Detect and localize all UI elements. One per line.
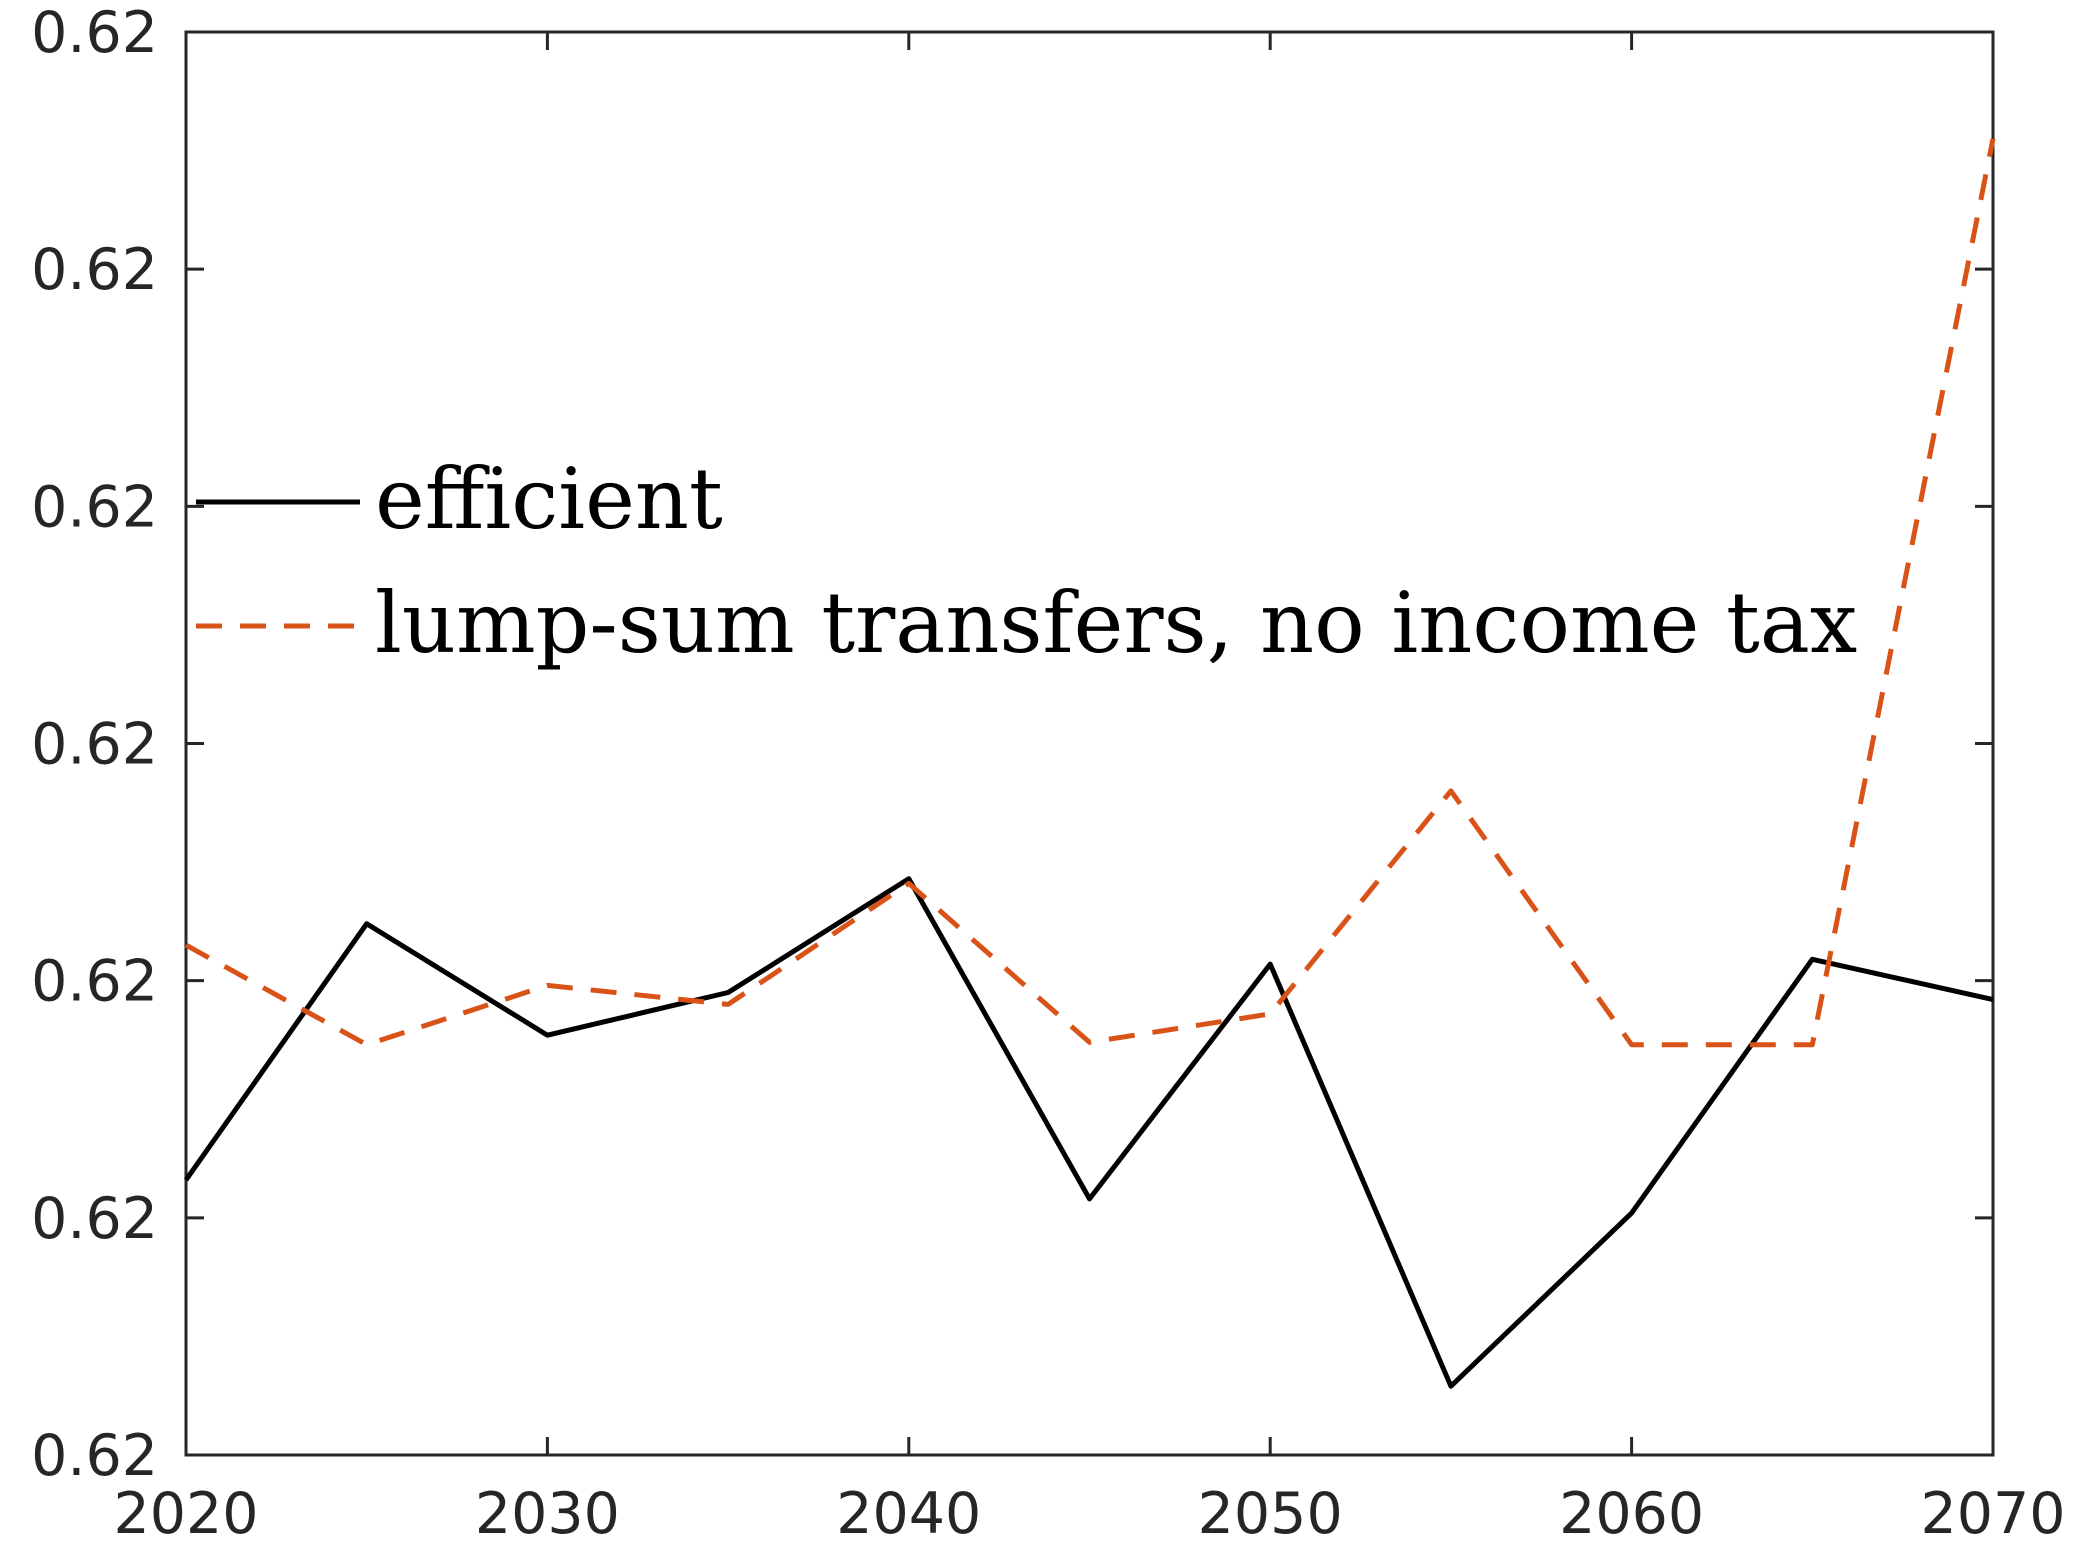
x-tick-label: 2020 bbox=[113, 1481, 258, 1547]
y-tick-label: 0.62 bbox=[31, 237, 158, 303]
y-tick-label: 0.62 bbox=[31, 474, 158, 540]
y-tick-label: 0.62 bbox=[31, 1186, 158, 1252]
y-tick-label: 0.62 bbox=[31, 0, 158, 66]
legend: efficient lump-sum transfers, no income t… bbox=[196, 450, 1857, 672]
y-tick-label: 0.62 bbox=[31, 949, 158, 1015]
axis-ticks bbox=[184, 30, 1995, 1457]
legend-label: efficient bbox=[375, 450, 723, 548]
x-tick-label: 2050 bbox=[1198, 1481, 1343, 1547]
x-tick-label: 2070 bbox=[1920, 1481, 2065, 1547]
y-tick-label: 0.62 bbox=[31, 712, 158, 778]
x-tick-label: 2060 bbox=[1559, 1481, 1704, 1547]
y-tick-label: 0.62 bbox=[31, 1423, 158, 1489]
x-tick-label: 2030 bbox=[475, 1481, 620, 1547]
x-tick-label: 2040 bbox=[836, 1481, 981, 1547]
legend-label: lump-sum transfers, no income tax bbox=[375, 574, 1857, 672]
y-axis-tick-labels: 0.62 0.62 0.62 0.62 0.62 0.62 0.62 bbox=[31, 0, 158, 1489]
x-axis-tick-labels: 2020 2030 2040 2050 2060 2070 bbox=[113, 1481, 2065, 1547]
plot-area bbox=[184, 30, 1995, 1457]
series-line-efficient bbox=[183, 876, 1994, 1389]
series-line-lump-sum-transfers bbox=[184, 138, 1996, 1048]
series-lines bbox=[183, 138, 1996, 1389]
